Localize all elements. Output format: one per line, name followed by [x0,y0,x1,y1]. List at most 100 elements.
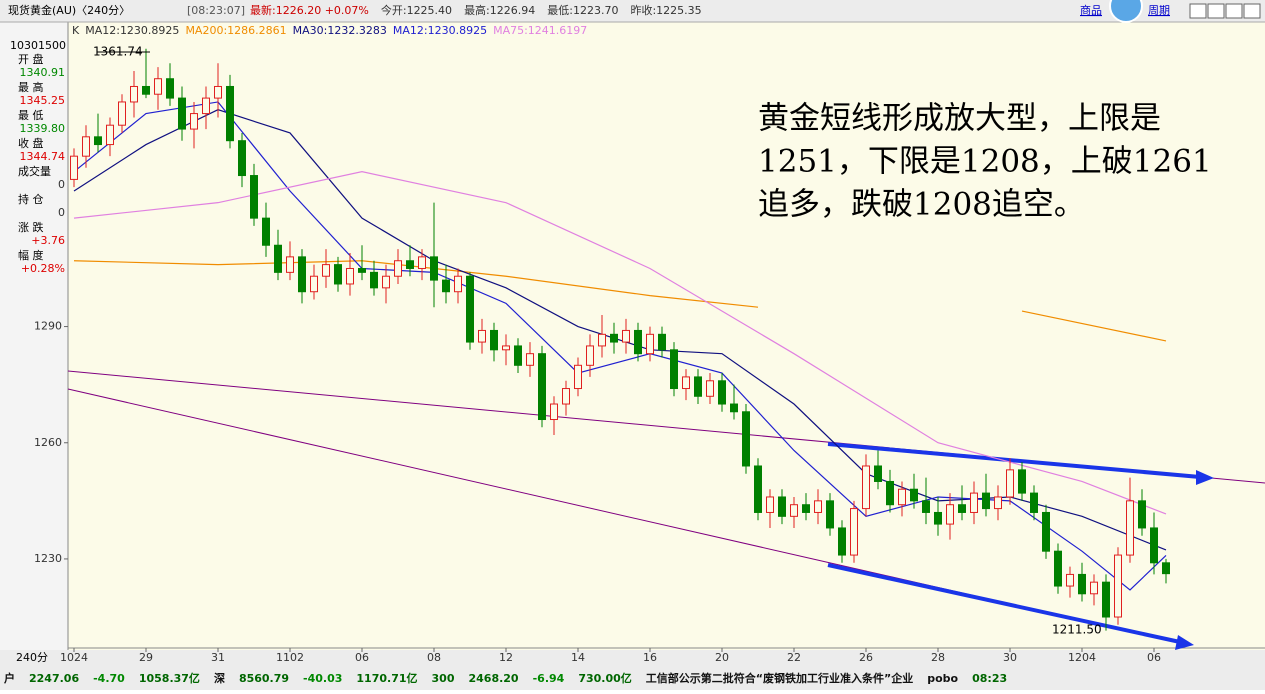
link-period[interactable]: 周期 [1148,4,1170,17]
candle-body [250,175,258,219]
field-value: +3.76 [31,234,65,247]
candle-body [442,279,450,293]
candle-body [838,527,846,556]
candle-body [622,329,630,343]
ticker-item: 8560.79 [239,672,289,685]
candle-body [214,85,222,99]
window-button[interactable] [1243,3,1261,19]
quote: 最高:1226.94 [464,3,535,17]
candle-body [634,329,642,355]
clock: [08:23:07] [187,4,245,17]
candle-body [478,329,486,343]
instrument-title: 现货黄金(AU)〈240分〉 [8,3,130,17]
x-tick-label: 12 [499,651,513,664]
candle-body [658,333,666,351]
field-value: 0 [58,178,65,191]
candle-body [826,500,834,529]
x-tick-label: 1204 [1068,651,1096,664]
candle-body [82,136,90,157]
ticker-item: 工信部公示第二批符合“废钢铁加工行业准入条件”企业 [646,671,913,685]
annotation: 追多，跌破1208追空。 [758,187,1085,223]
candle-body [526,353,534,366]
candle-body [130,85,138,103]
field-label: 开 盘 [18,52,44,66]
candle-body [370,271,378,289]
candle-body [1066,573,1074,587]
candle-body [1102,581,1110,618]
candle-body [646,333,654,355]
candle-body [1114,554,1122,618]
candle-body [730,403,738,413]
candle-body [766,496,774,513]
candle-body [790,504,798,517]
ticker-item: 730.00亿 [578,671,631,685]
field-value: +0.28% [21,262,65,275]
window-button[interactable] [1189,3,1207,19]
candle-body [262,217,270,246]
link-goods[interactable]: 商品 [1080,3,1102,17]
candle-body [946,504,954,525]
candle-body [850,508,858,556]
candle-body [1006,469,1014,498]
candle-body [202,97,210,115]
field-value: 0 [58,206,65,219]
candle-body [382,275,390,289]
window-button[interactable] [1207,3,1225,19]
candle-body [418,256,426,269]
candle-body [1138,500,1146,529]
candle-body [490,329,498,351]
y-tick-label: 1290 [34,320,62,333]
candle-body [322,264,330,277]
legend-entry: MA200:1286.2861 [185,24,286,37]
x-tick-label: 08 [427,651,441,664]
annotation: 黄金短线形成放大型，上限是 [758,101,1161,137]
candle-body [778,496,786,517]
lower-arrow [827,563,1181,644]
x-tick-label: 06 [1147,651,1161,664]
candle-body [1018,469,1026,494]
ticker-item: 300 [432,672,455,685]
candle-body [538,353,546,421]
candle-body [910,488,918,502]
candle-body [898,488,906,506]
candle-body [142,85,150,95]
field-label: 收 盘 [18,136,44,150]
ticker-item: 户 [4,671,15,685]
candle-body [1054,550,1062,587]
candle-body [298,256,306,293]
candle-body [1090,581,1098,595]
field-value: 1339.80 [20,122,66,135]
candle-body [682,376,690,390]
candle-body [1078,573,1086,595]
candle-body [706,380,714,397]
upper-arrow [827,442,1201,479]
ma-line [73,171,1167,515]
legend-entry: MA30:1232.3283 [293,24,387,37]
candle-body [190,113,198,130]
candle-body [346,267,354,285]
ticker-item: 1058.37亿 [139,671,200,685]
candle-body [922,500,930,513]
high-label: 1361.74 [93,45,143,59]
candle-body [394,260,402,277]
candle-body [430,256,438,281]
candle-body [310,275,318,293]
candle-body [862,465,870,510]
candle-body [598,333,606,347]
candle-body [742,411,750,467]
candle-body [958,504,966,513]
candle-body [274,244,282,273]
quote: 今开:1225.40 [381,3,452,17]
candle-body [874,465,882,482]
window-button[interactable] [1225,3,1243,19]
x-tick-label: 16 [643,651,657,664]
y-tick-label: 1260 [34,436,62,449]
x-tick-label: 29 [139,651,153,664]
candle-body [802,504,810,513]
candle-body [574,364,582,390]
field-label: 最 高 [18,80,44,94]
annotation: 1251，下限是1208，上破1261 [758,144,1212,180]
candle-body [754,465,762,513]
field-label: 最 低 [18,109,44,122]
